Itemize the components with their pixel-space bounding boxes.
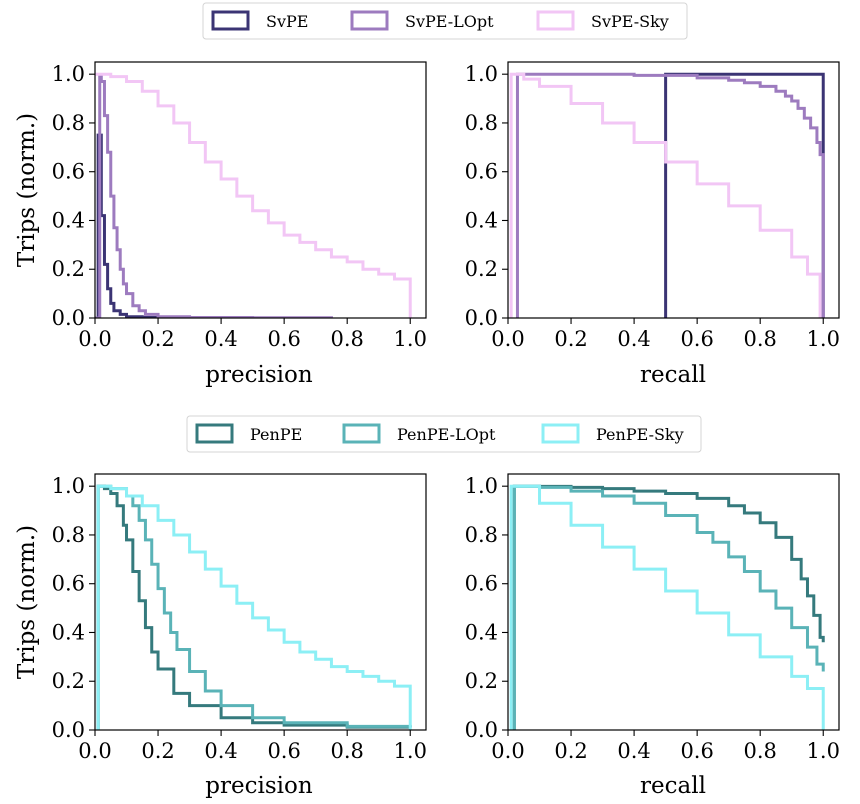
x-tick-label: 0.2 [141, 327, 174, 351]
x-tick-label: 0.8 [330, 739, 363, 763]
y-tick-label: 0.6 [52, 572, 85, 596]
y-tick-label: 1.0 [465, 474, 498, 498]
series-group [95, 72, 412, 318]
series-penpe-sky [509, 484, 825, 730]
y-tick-label: 1.0 [52, 62, 85, 86]
panel-3: 0.0 0.2 0.4 0.6 0.8 1.0 0.0 0.2 0.4 0.6 0.8 1.0 prec… [14, 473, 427, 799]
legend-label-svpe-lopt: SvPE-LOpt [405, 12, 494, 31]
y-axis-label: Trips (norm.) [14, 113, 40, 267]
legend-top: SvPE SvPE-LOpt SvPE-Sky [202, 2, 688, 40]
x-tick-label: 0.4 [204, 739, 237, 763]
panel-2: 0.0 0.2 0.4 0.6 0.8 1.0 0.0 0.2 0.4 0.6 0.8 1.0 reca… [465, 61, 840, 388]
axes-frame [507, 61, 840, 319]
y-tick-label: 1.0 [52, 474, 85, 498]
legend-swatch-penpe [195, 423, 234, 444]
y-tick-label: 0.6 [465, 160, 498, 184]
x-tick-label: 1.0 [394, 327, 427, 351]
legend-label-svpe-sky: SvPE-Sky [591, 12, 669, 31]
x-tick-label: 1.0 [807, 739, 840, 763]
panel-1: 0.0 0.2 0.4 0.6 0.8 1.0 0.0 0.2 0.4 0.6 0.8 1.0 prec… [14, 61, 427, 388]
series-group [509, 72, 825, 318]
y-tick-label: 0.0 [52, 306, 85, 330]
legend-swatch-svpe [211, 10, 250, 31]
x-tick-label: 0.6 [680, 739, 713, 763]
x-tick-label: 0.4 [617, 739, 650, 763]
x-tick-label: 0.4 [204, 327, 237, 351]
legend-label-penpe: PenPE [250, 425, 302, 444]
series-svpe [664, 72, 825, 318]
y-tick-label: 0.2 [465, 257, 498, 281]
series-penpe-sky [96, 484, 412, 730]
y-tick-label: 0.8 [52, 523, 85, 547]
y-tick-label: 0.8 [465, 111, 498, 135]
x-axis-label: precision [205, 362, 313, 388]
axes-frame [94, 61, 427, 319]
x-tick-label: 0.8 [743, 739, 776, 763]
x-tick-label: 1.0 [394, 739, 427, 763]
y-tick-label: 0.4 [465, 208, 498, 232]
y-tick-label: 0.0 [52, 718, 85, 742]
x-tick-label: 0.8 [743, 327, 776, 351]
y-axis-label: Trips (norm.) [14, 525, 40, 679]
series-penpe [96, 484, 412, 730]
axes-frame [507, 473, 840, 731]
x-tick-label: 0.4 [617, 327, 650, 351]
legend-swatch-svpe-sky [536, 10, 575, 31]
y-tick-label: 0.6 [52, 160, 85, 184]
y-tick-label: 1.0 [465, 62, 498, 86]
y-tick-label: 0.8 [52, 111, 85, 135]
x-tick-label: 0.6 [267, 739, 300, 763]
y-tick-label: 0.2 [465, 669, 498, 693]
x-axis-label: precision [205, 773, 313, 799]
series-group [96, 484, 412, 730]
x-tick-label: 0.6 [267, 327, 300, 351]
series-svpe-lopt [95, 75, 333, 318]
y-tick-label: 0.8 [465, 523, 498, 547]
panel-4: 0.0 0.2 0.4 0.6 0.8 1.0 0.0 0.2 0.4 0.6 0.8 1.0 reca… [465, 473, 840, 799]
legend-swatch-svpe-lopt [350, 10, 389, 31]
x-tick-label: 0.2 [141, 739, 174, 763]
x-tick-label: 0.6 [680, 327, 713, 351]
series-group [509, 484, 825, 730]
x-tick-label: 0.0 [78, 739, 111, 763]
series-svpe-lopt [515, 72, 825, 318]
x-tick-label: 0.8 [330, 327, 363, 351]
legend-swatch-penpe-sky [541, 423, 580, 444]
x-tick-label: 0.0 [491, 327, 524, 351]
y-tick-label: 0.4 [52, 620, 85, 644]
axes-frame [94, 473, 427, 731]
y-tick-label: 0.4 [52, 208, 85, 232]
x-tick-label: 0.0 [491, 739, 524, 763]
y-tick-label: 0.0 [465, 306, 498, 330]
series-svpe-sky [509, 72, 822, 318]
y-tick-label: 0.2 [52, 257, 85, 281]
series-svpe [95, 133, 176, 318]
legend-bottom: PenPE PenPE-LOpt PenPE-Sky [186, 415, 702, 453]
x-axis-label: recall [640, 362, 706, 388]
y-tick-label: 0.6 [465, 572, 498, 596]
x-tick-label: 0.0 [78, 327, 111, 351]
series-penpe [512, 484, 825, 730]
x-tick-label: 1.0 [807, 327, 840, 351]
x-axis-label: recall [640, 773, 706, 799]
legend-label-svpe: SvPE [266, 12, 308, 31]
x-tick-label: 0.2 [554, 739, 587, 763]
legend-label-penpe-sky: PenPE-Sky [596, 425, 684, 444]
legend-label-penpe-lopt: PenPE-LOpt [397, 425, 496, 444]
x-tick-label: 0.2 [554, 327, 587, 351]
series-svpe-sky [95, 72, 412, 318]
series-penpe-lopt [512, 484, 825, 730]
y-tick-label: 0.2 [52, 669, 85, 693]
y-tick-label: 0.0 [465, 718, 498, 742]
y-tick-label: 0.4 [465, 620, 498, 644]
legend-swatch-penpe-lopt [342, 423, 381, 444]
